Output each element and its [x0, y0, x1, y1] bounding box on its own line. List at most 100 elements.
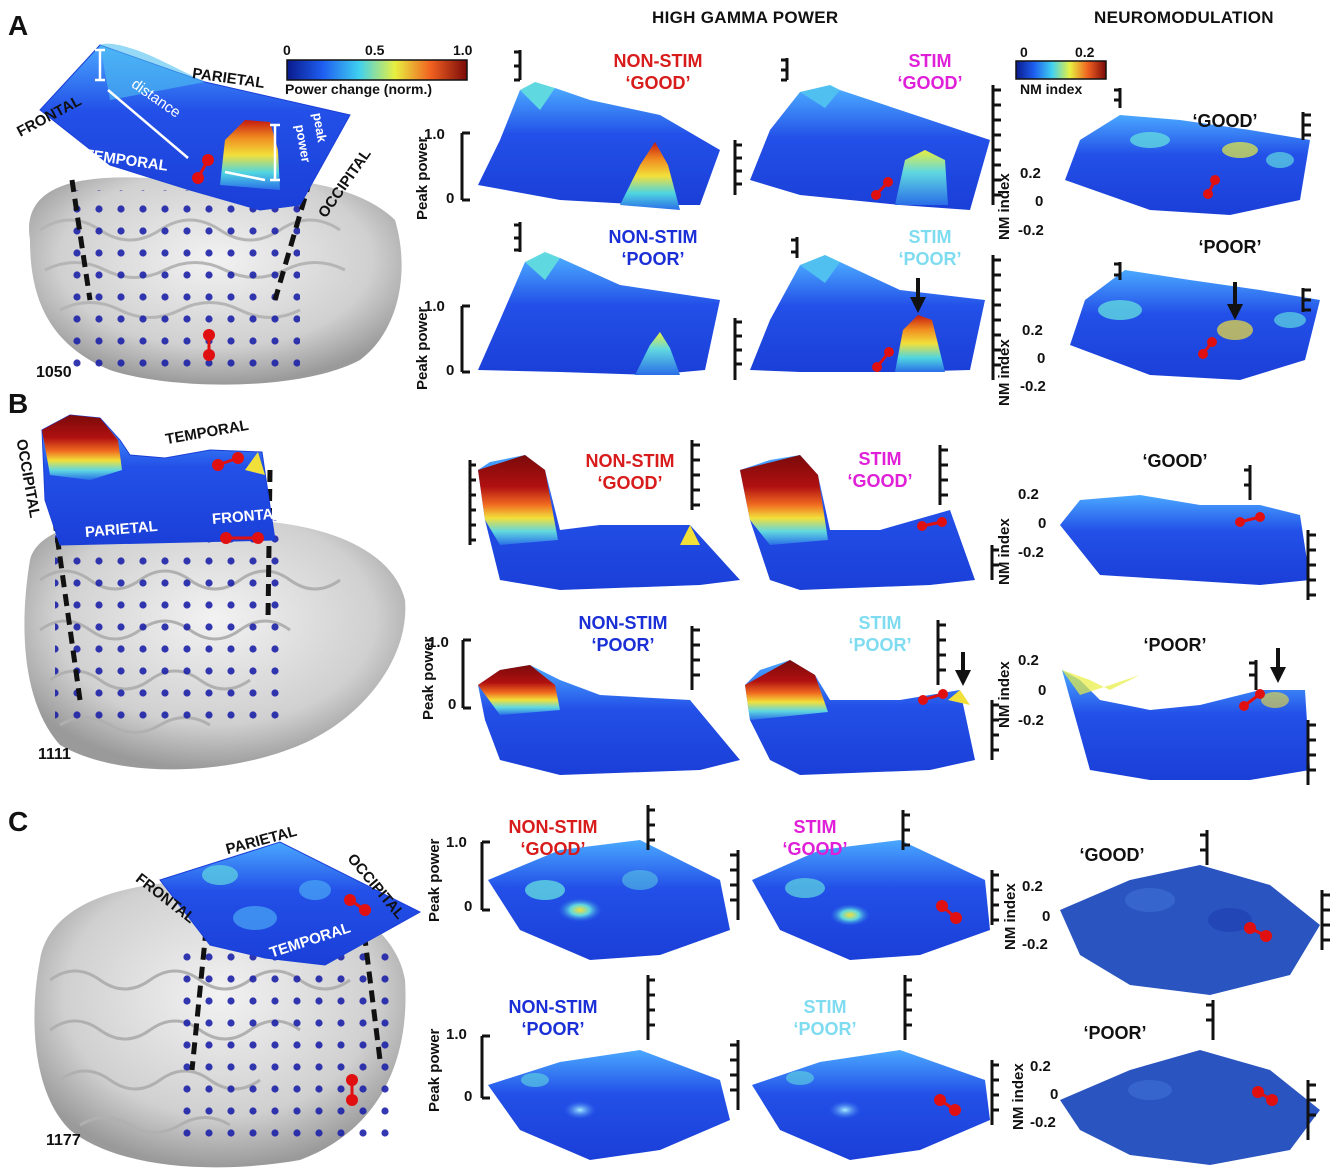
brain-b [24, 414, 406, 770]
power-colorbar-tick-mid: 0.5 [365, 42, 385, 58]
power-colorbar-tick-0: 0 [283, 42, 291, 58]
title-b-stim-poor: STIM ‘POOR’ [830, 612, 930, 656]
surface-a-nm-poor [1070, 270, 1320, 380]
title-c-nonstim-poor-line2: ‘POOR’ [521, 1019, 585, 1039]
ylabel-c-peak-power-1: Peak power [426, 838, 443, 922]
tick-a1-zero: 0 [446, 190, 455, 207]
surface-c-nonstim-good [488, 840, 730, 960]
ylabel-a-peak-power-2: Peak power [414, 306, 431, 390]
title-c-stim-good: STIM ‘GOOD’ [765, 816, 865, 860]
tick-c1-zero: 0 [464, 898, 473, 915]
panel-letter-a: A [8, 10, 29, 41]
surface-a-nm-good [1065, 115, 1310, 215]
tick-a-nm2-neg: -0.2 [1020, 378, 1046, 395]
tick-a-nm1-zero: 0 [1035, 193, 1044, 210]
surface-c-nm-poor [1060, 1050, 1320, 1165]
title-c-stim-good-line2: ‘GOOD’ [782, 839, 848, 859]
tick-c-nm1-zero: 0 [1042, 908, 1051, 925]
surface-b-nonstim-good [478, 455, 740, 590]
title-b-stim-good: STIM ‘GOOD’ [830, 448, 930, 492]
title-b-nonstim-poor: NON-STIM ‘POOR’ [558, 612, 688, 656]
title-c-nonstim-good: NON-STIM ‘GOOD’ [488, 816, 618, 860]
surface-c-nonstim-poor [488, 1050, 730, 1160]
ylabel-a-nm-index-1: NM index [996, 173, 1013, 240]
surface-c-stim-poor [752, 1050, 990, 1160]
title-c-nonstim-good-line2: ‘GOOD’ [520, 839, 586, 859]
title-a-nonstim-good: NON-STIM ‘GOOD’ [593, 50, 723, 94]
tick-a-nm1-pos: 0.2 [1020, 165, 1041, 182]
ylabel-b-nm-index-2: NM index [996, 661, 1013, 728]
title-b-stim-good-line2: ‘GOOD’ [847, 471, 913, 491]
title-a-nonstim-poor-line2: ‘POOR’ [621, 249, 685, 269]
title-b-nonstim-good-line1: NON-STIM [585, 451, 675, 471]
title-a-stim-good-line1: STIM [908, 51, 952, 71]
nm-colorbar-tick-max: 0.2 [1075, 44, 1095, 60]
nm-colorbar-label: NM index [1020, 81, 1083, 97]
panel-letter-c: C [8, 806, 29, 837]
tick-c-nm2-zero: 0 [1050, 1086, 1059, 1103]
title-c-stim-good-line1: STIM [793, 817, 837, 837]
title-b-nonstim-good-line2: ‘GOOD’ [597, 473, 663, 493]
tick-a-nm2-zero: 0 [1037, 350, 1046, 367]
title-a-nonstim-good-line2: ‘GOOD’ [625, 73, 691, 93]
axis-rulers [460, 50, 1330, 1140]
tick-c-nm2-pos: 0.2 [1030, 1058, 1051, 1075]
title-c-nonstim-poor-line1: NON-STIM [508, 997, 598, 1017]
title-b-nonstim-poor-line2: ‘POOR’ [591, 635, 655, 655]
title-c-nonstim-poor: NON-STIM ‘POOR’ [488, 996, 618, 1040]
tick-b-zero: 0 [448, 696, 457, 713]
tick-c-nm1-neg: -0.2 [1022, 936, 1048, 953]
title-a-nonstim-poor: NON-STIM ‘POOR’ [588, 226, 718, 270]
title-b-nm-good: ‘GOOD’ [1142, 451, 1208, 471]
tick-b-max: 1.0 [428, 634, 449, 651]
title-a-stim-good-line2: ‘GOOD’ [897, 73, 963, 93]
ylabel-a-peak-power-1: Peak power [414, 136, 431, 220]
ylabel-c-nm-index-1: NM index [1002, 883, 1019, 950]
nm-colorbar-tick-0: 0 [1020, 44, 1028, 60]
tick-c2-max: 1.0 [446, 1026, 467, 1043]
surface-b-nm-good [1060, 495, 1310, 585]
power-colorbar-tick-max: 1.0 [453, 42, 473, 58]
tick-b-nm1-zero: 0 [1038, 515, 1047, 532]
power-colorbar [286, 59, 468, 81]
column-header-neuromodulation: NEUROMODULATION [1094, 8, 1274, 27]
title-c-stim-poor-line2: ‘POOR’ [793, 1019, 857, 1039]
ylabel-a-nm-index-2: NM index [996, 339, 1013, 406]
title-a-nonstim-poor-line1: NON-STIM [608, 227, 698, 247]
surface-b-stim-good [740, 455, 975, 590]
surface-b-stim-poor [745, 652, 975, 775]
panel-letter-b: B [8, 388, 29, 419]
surface-c-stim-good [752, 840, 990, 960]
tick-a-nm2-pos: 0.2 [1022, 322, 1043, 339]
title-c-nonstim-good-line1: NON-STIM [508, 817, 598, 837]
surface-a-nonstim-poor [478, 252, 720, 375]
title-a-nm-poor: ‘POOR’ [1198, 237, 1262, 257]
ylabel-c-peak-power-2: Peak power [426, 1028, 443, 1112]
tick-a2-zero: 0 [446, 362, 455, 379]
tick-b-nm1-pos: 0.2 [1018, 486, 1039, 503]
ylabel-b-nm-index-1: NM index [996, 518, 1013, 585]
tick-b-nm2-pos: 0.2 [1018, 652, 1039, 669]
title-c-nm-poor: ‘POOR’ [1083, 1023, 1147, 1043]
nm-colorbar [1015, 60, 1107, 80]
tick-c2-zero: 0 [464, 1088, 473, 1105]
tick-a-nm1-neg: -0.2 [1018, 222, 1044, 239]
ylabel-c-nm-index-2: NM index [1010, 1063, 1027, 1130]
surface-a-stim-poor [750, 255, 985, 372]
surface-b-nm-poor [1062, 648, 1310, 780]
brain-a [29, 43, 402, 385]
tick-a2-max: 1.0 [424, 298, 445, 315]
power-colorbar-label: Power change (norm.) [285, 81, 433, 97]
title-b-stim-poor-line2: ‘POOR’ [848, 635, 912, 655]
tick-b-nm1-neg: -0.2 [1018, 544, 1044, 561]
title-a-stim-poor-line2: ‘POOR’ [898, 249, 962, 269]
title-c-stim-poor-line1: STIM [803, 997, 847, 1017]
brain-c [34, 841, 422, 1168]
tick-c1-max: 1.0 [446, 834, 467, 851]
title-b-nm-poor: ‘POOR’ [1143, 635, 1207, 655]
patient-id-c: 1177 [46, 1132, 81, 1149]
title-a-stim-poor: STIM ‘POOR’ [880, 226, 980, 270]
title-a-stim-poor-line1: STIM [908, 227, 952, 247]
surface-a-stim-good [750, 85, 990, 210]
